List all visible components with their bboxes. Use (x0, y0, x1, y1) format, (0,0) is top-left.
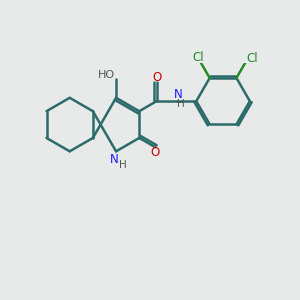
Text: N: N (110, 153, 118, 167)
Text: Cl: Cl (193, 50, 204, 64)
Text: H: H (177, 99, 184, 109)
Text: N: N (174, 88, 182, 101)
Text: Cl: Cl (246, 52, 258, 64)
Text: O: O (151, 146, 160, 159)
Text: HO: HO (98, 70, 115, 80)
Text: O: O (152, 70, 161, 84)
Text: H: H (119, 160, 127, 170)
